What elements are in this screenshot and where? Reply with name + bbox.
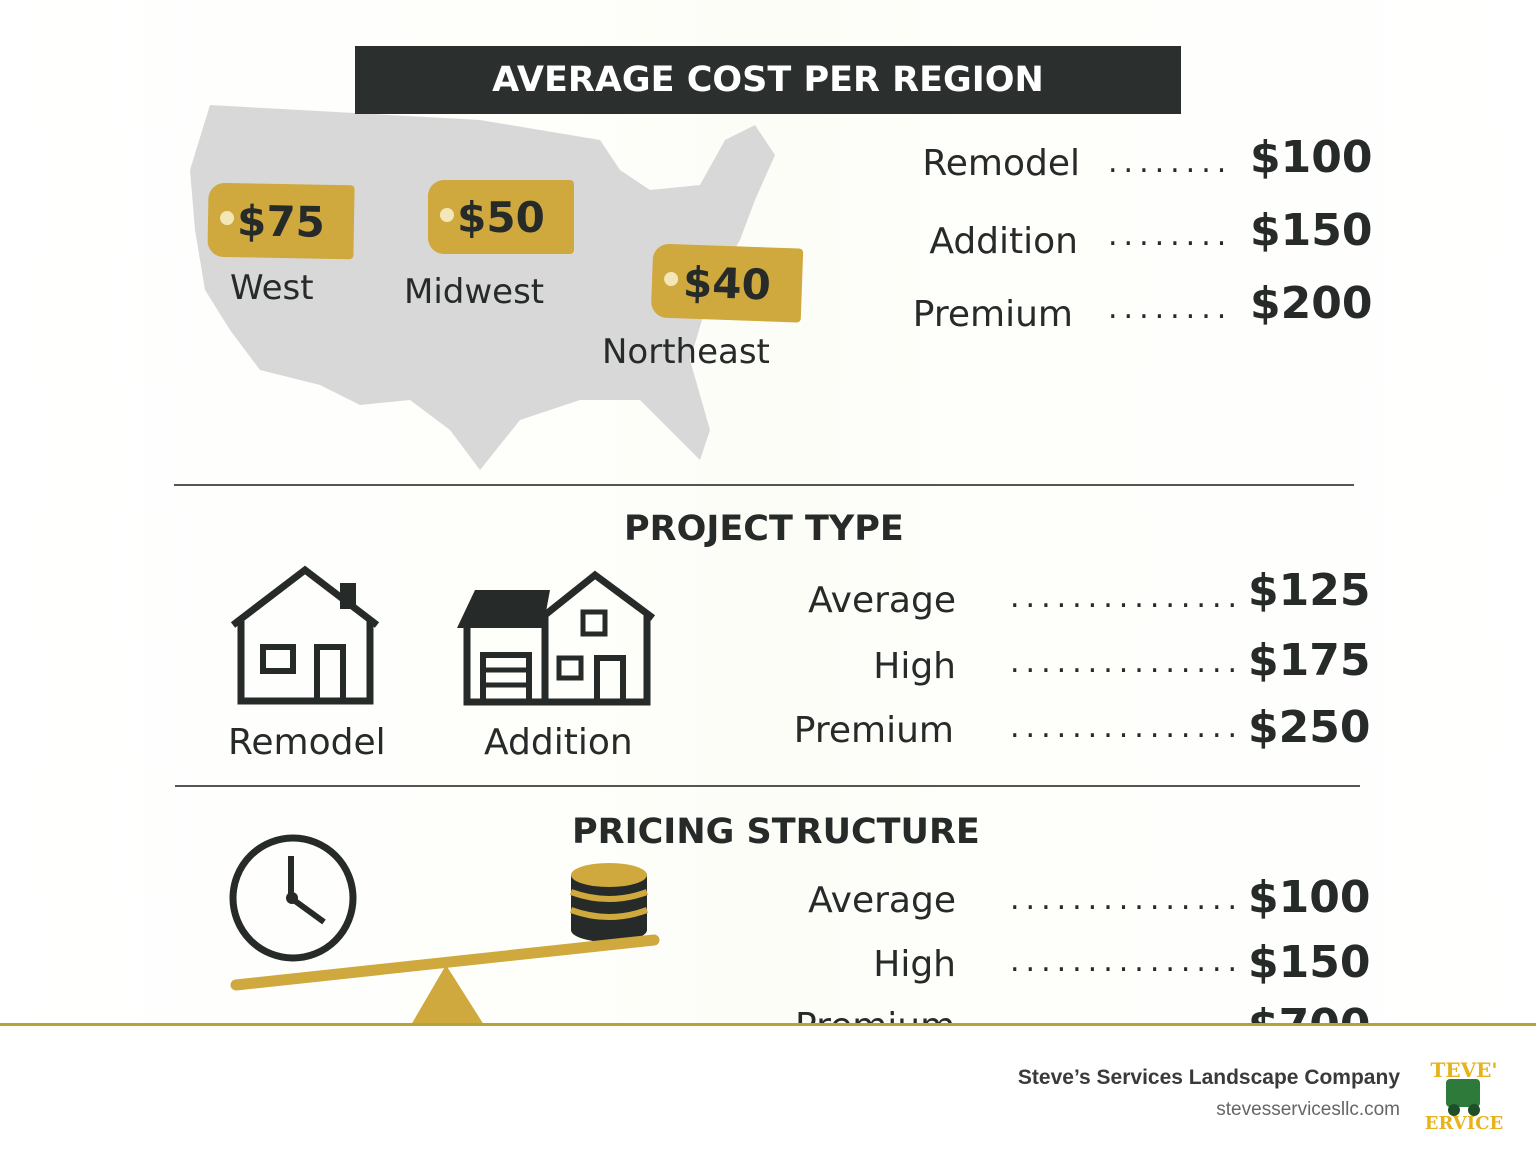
region-row-label: Addition [929, 221, 1078, 262]
icon-caption-addition: Addition [484, 722, 633, 763]
leader-dots: ........ [1108, 145, 1233, 180]
leader-dots: ............... [1010, 645, 1244, 680]
clock-and-scale-illustration [229, 834, 660, 1024]
leader-dots: ............... [1010, 580, 1244, 615]
project-row-price: $125 [1248, 565, 1371, 616]
region-row-label: Premium [912, 294, 1073, 335]
house-addition-icon [457, 570, 656, 706]
project-row-label: Average [808, 580, 956, 621]
region-row-label: Remodel [922, 143, 1080, 184]
scale-beam [230, 934, 660, 991]
svg-text:ERVICE: ERVICE [1425, 1113, 1503, 1131]
coin-stack-icon [569, 863, 649, 942]
region-title: AVERAGE COST PER REGION [355, 46, 1181, 114]
pricing-row-label: Premium [795, 1006, 955, 1024]
price-tag-northeast: $40 [650, 243, 804, 323]
leader-dots: ........ [1108, 218, 1233, 253]
pricing-row-price: $150 [1248, 937, 1371, 988]
project-row-label: High [873, 646, 956, 687]
svg-text:TEVE': TEVE' [1430, 1058, 1497, 1082]
footer-divider [0, 1023, 1536, 1026]
pricing-title: PRICING STRUCTURE [572, 812, 980, 852]
pricing-row-label: Average [808, 880, 956, 921]
company-name: Steve’s Services Landscape Company [1017, 1066, 1400, 1089]
pricing-row-label: High [873, 944, 956, 985]
leader-dots: ........ [1108, 291, 1233, 326]
divider [175, 785, 1360, 787]
project-row-price: $175 [1248, 635, 1371, 686]
leader-dots: ............... [1010, 1010, 1243, 1024]
leader-dots: ............... [1010, 710, 1244, 745]
region-label-west: West [230, 268, 314, 308]
project-title: PROJECT TYPE [624, 509, 904, 549]
company-logo: TEVE' ERVICE [1424, 1055, 1504, 1131]
region-label-midwest: Midwest [404, 272, 545, 312]
infographic: AVERAGE COST PER REGION $75 $50 $40 West… [0, 0, 1536, 1024]
company-website[interactable]: stevesservicesllc.com [1216, 1099, 1400, 1120]
region-label-northeast: Northeast [602, 332, 770, 372]
project-row-price: $250 [1248, 702, 1371, 753]
scale-fulcrum [411, 965, 484, 1024]
pricing-row-price: $100 [1248, 872, 1371, 923]
region-row-price: $100 [1250, 132, 1373, 183]
leader-dots: ............... [1010, 944, 1244, 979]
pricing-row-price: $700 [1248, 1000, 1370, 1024]
divider [174, 484, 1354, 486]
price-tag-west: $75 [207, 182, 355, 260]
house-remodel-icon [230, 565, 380, 705]
skid-steer-logo-icon: TEVE' ERVICE [1424, 1055, 1504, 1131]
price-tag-midwest: $50 [428, 180, 574, 254]
region-row-price: $200 [1250, 278, 1373, 329]
clock-icon [229, 834, 357, 962]
icon-caption-remodel: Remodel [228, 722, 386, 763]
region-row-price: $150 [1250, 205, 1373, 256]
project-row-label: Premium [793, 710, 954, 751]
leader-dots: ............... [1010, 882, 1244, 917]
